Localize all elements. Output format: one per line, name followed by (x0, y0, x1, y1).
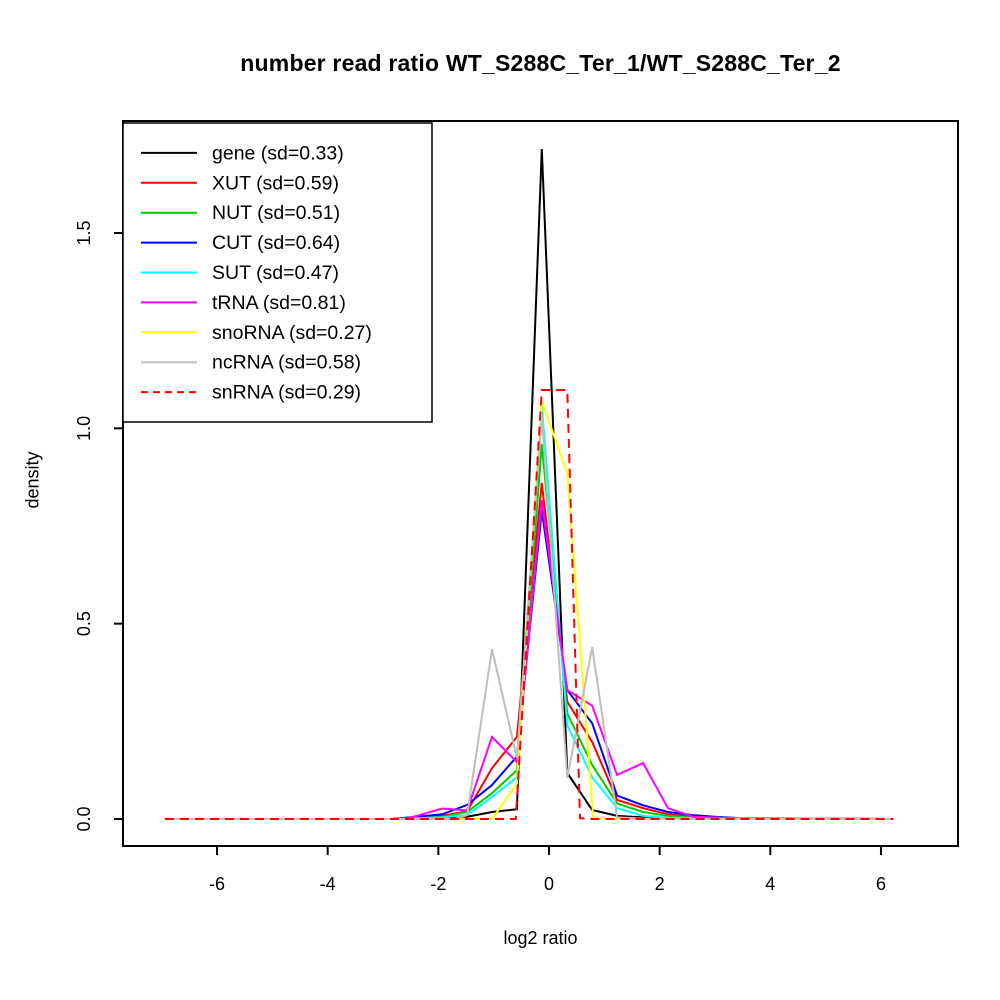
legend-label-snRNA: snRNA (sd=0.29) (212, 382, 361, 404)
x-axis-label: log2 ratio (503, 928, 578, 948)
series-line-XUT (165, 482, 894, 820)
series-line-ncRNA (165, 416, 894, 820)
y-tick-label: 1.0 (74, 416, 94, 441)
x-tick-label: 2 (655, 874, 665, 894)
x-tick-label: 0 (544, 874, 554, 894)
y-tick-label: 0.5 (74, 611, 94, 636)
legend-label-gene: gene (sd=0.33) (212, 142, 344, 164)
series-line-CUT (165, 510, 894, 820)
series-line-tRNA (165, 500, 894, 820)
legend-label-ncRNA: ncRNA (sd=0.58) (212, 352, 361, 374)
x-tick-label: -6 (209, 874, 225, 894)
x-tick-label: 4 (765, 874, 775, 894)
series-line-snRNA (165, 389, 894, 820)
legend-label-snoRNA: snoRNA (sd=0.27) (212, 322, 372, 344)
legend-label-SUT: SUT (sd=0.47) (212, 262, 339, 284)
legend-label-NUT: NUT (sd=0.51) (212, 202, 340, 224)
x-tick-label: -2 (430, 874, 446, 894)
legend-label-CUT: CUT (sd=0.64) (212, 232, 340, 254)
x-tick-label: -4 (320, 874, 336, 894)
legend-label-XUT: XUT (sd=0.59) (212, 172, 339, 194)
legend-label-tRNA: tRNA (sd=0.81) (212, 292, 346, 314)
y-tick-label: 1.5 (74, 220, 94, 245)
plot-box (122, 120, 959, 847)
chart-title: number read ratio WT_S288C_Ter_1/WT_S288… (240, 50, 841, 76)
y-tick-label: 0.0 (74, 806, 94, 831)
x-tick-label: 6 (876, 874, 886, 894)
